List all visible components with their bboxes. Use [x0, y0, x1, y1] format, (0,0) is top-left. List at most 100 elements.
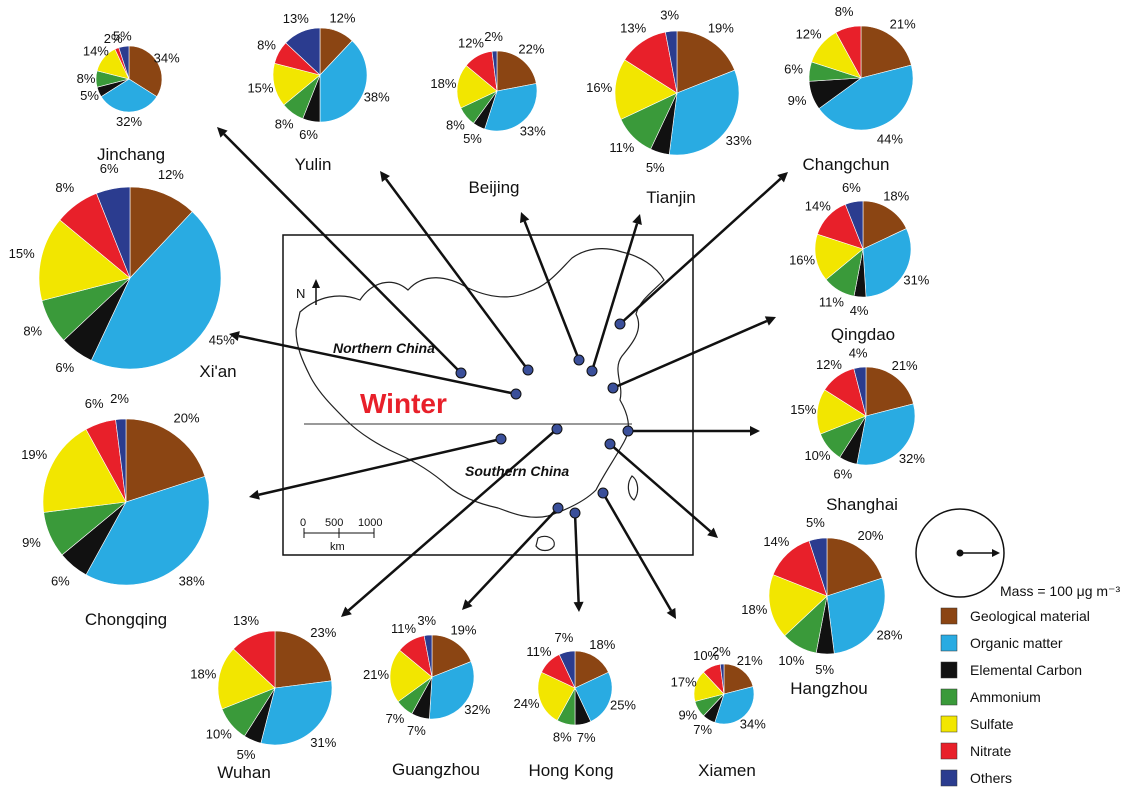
- pie-slice-label: 5%: [806, 515, 825, 530]
- pie-slice: [90, 211, 222, 370]
- pie-slice: [389, 649, 433, 703]
- pie-xiamen: 21% 34% 7%9% 17% 10%2%: [671, 644, 767, 737]
- pie-slice-label: 21%: [892, 358, 918, 373]
- legend-swatch: [940, 688, 958, 706]
- pie-slice-label: 3%: [417, 613, 436, 628]
- pie-slice: [860, 25, 912, 79]
- pie-slice-label: 12%: [816, 357, 842, 372]
- pie-slice-label: 18%: [190, 666, 216, 681]
- city-arrow: [573, 512, 580, 603]
- city-arrowhead-icon: [764, 316, 776, 326]
- pie-tianjin: 19% 33% 5% 11% 16% 13% 3%: [586, 7, 752, 175]
- city-map-marker: [552, 502, 564, 514]
- pie-slice-label: 6%: [55, 360, 74, 375]
- pie-slice-label: 13%: [620, 20, 646, 35]
- pie-jinchang: 34%32%5%8%14%2%5%: [77, 29, 181, 129]
- pie-slice: [853, 366, 867, 417]
- legend-label: Organic matter: [970, 635, 1063, 651]
- city-map-marker: [622, 425, 634, 437]
- pie-guangzhou: 19% 32% 7%7% 21% 11%3%: [363, 613, 491, 738]
- pie-hong-kong: 18%25%7%8%24%11%7%: [513, 630, 636, 745]
- pie-slice-label: 15%: [790, 402, 816, 417]
- legend-label: Ammonium: [970, 689, 1041, 705]
- scale-unit: km: [330, 541, 345, 553]
- pie-slice-label: 12%: [458, 36, 484, 51]
- pie-slice-label: 8%: [23, 323, 42, 338]
- pie-slice-label: 6%: [833, 467, 852, 482]
- city-label: Qingdao: [831, 325, 895, 344]
- city-arrow: [612, 319, 768, 390]
- pie-slice-label: 31%: [903, 273, 929, 288]
- city-map-marker: [455, 367, 467, 379]
- pie-slice: [856, 403, 916, 466]
- legend-swatch: [940, 634, 958, 652]
- scale-label-0: 0: [300, 517, 306, 529]
- pie-changchun: 21% 44% 9% 6% 12% 8%: [784, 4, 916, 146]
- city-arrow: [590, 223, 639, 372]
- pie-beijing: 22% 33% 5%8% 18% 12% 2%: [430, 29, 546, 146]
- pie-slice-label: 6%: [85, 396, 104, 411]
- city-arrowhead-icon: [229, 331, 240, 341]
- city-arrow: [258, 437, 502, 496]
- pie-slice-label: 7%: [693, 722, 712, 737]
- pie-slice: [274, 630, 332, 689]
- legend-swatch: [940, 715, 958, 733]
- city-map-marker: [586, 365, 598, 377]
- pie-slice-label: 10%: [804, 448, 830, 463]
- pie-hangzhou: 20% 28% 5% 10% 18% 14% 5%: [741, 515, 903, 677]
- pie-slice-label: 8%: [553, 729, 572, 744]
- city-arrowhead-icon: [217, 127, 228, 138]
- pie-slice-label: 3%: [660, 7, 679, 22]
- city-map-marker: [510, 388, 522, 400]
- pie-slice-label: 8%: [77, 71, 96, 86]
- city-label: Jinchang: [97, 145, 165, 164]
- pie-wuhan: 23% 31% 5% 10% 18% 13%: [190, 613, 336, 762]
- pie-slice: [676, 30, 736, 94]
- pie-slice: [835, 25, 862, 79]
- city-arrowhead-icon: [519, 212, 530, 224]
- pie-slice-label: 18%: [741, 602, 767, 617]
- pie-slice-label: 22%: [518, 41, 544, 56]
- pie-slice-label: 18%: [883, 189, 909, 204]
- pie-slice: [808, 537, 828, 597]
- city-label: Tianjin: [646, 188, 695, 207]
- city-label: Changchun: [803, 155, 890, 174]
- city-arrow: [619, 177, 782, 325]
- pie-slice-label: 12%: [329, 10, 355, 25]
- pie-slice-label: 11%: [609, 140, 634, 155]
- pie-slice-label: 10%: [206, 727, 232, 742]
- pie-qingdao: 18% 31% 4% 11% 16% 14% 6%: [789, 180, 930, 318]
- city-arrow: [609, 443, 712, 533]
- pie-slice: [719, 663, 725, 695]
- city-map-marker: [614, 318, 626, 330]
- pie-slice-label: 7%: [577, 730, 596, 745]
- pie-slice-label: 33%: [520, 124, 546, 139]
- legend-swatch: [940, 742, 958, 760]
- legend-label: Others: [970, 770, 1012, 786]
- pie-slice: [38, 219, 131, 301]
- pie-slice: [96, 186, 131, 279]
- pie-slice: [233, 630, 276, 689]
- pie-slice: [826, 537, 883, 597]
- pie-slice: [665, 30, 678, 94]
- city-arrowhead-icon: [249, 489, 260, 500]
- region-label-north: Northern China: [333, 340, 435, 356]
- pie-slice: [431, 634, 472, 678]
- city-map-marker: [604, 438, 616, 450]
- mass-reference-circle: [915, 508, 1005, 598]
- pie-slice-label: 11%: [391, 621, 416, 636]
- city-map-marker: [569, 507, 581, 519]
- pie-slice: [129, 186, 193, 279]
- pie-slice-label: 14%: [763, 534, 789, 549]
- pie-slice-label: 24%: [513, 696, 539, 711]
- pie-slice: [115, 418, 127, 503]
- city-map-marker: [522, 364, 534, 376]
- pie-slice-label: 31%: [310, 735, 336, 750]
- city-arrowhead-icon: [750, 426, 760, 436]
- pie-slice-label: 2%: [104, 31, 123, 46]
- pie-slice-label: 18%: [589, 637, 615, 652]
- pie-slice: [844, 200, 864, 250]
- pie-yulin: 12% 38% 6% 8% 15% 8% 13%: [247, 10, 390, 142]
- pie-slice-label: 5%: [815, 662, 834, 677]
- city-label: Xiamen: [698, 761, 756, 780]
